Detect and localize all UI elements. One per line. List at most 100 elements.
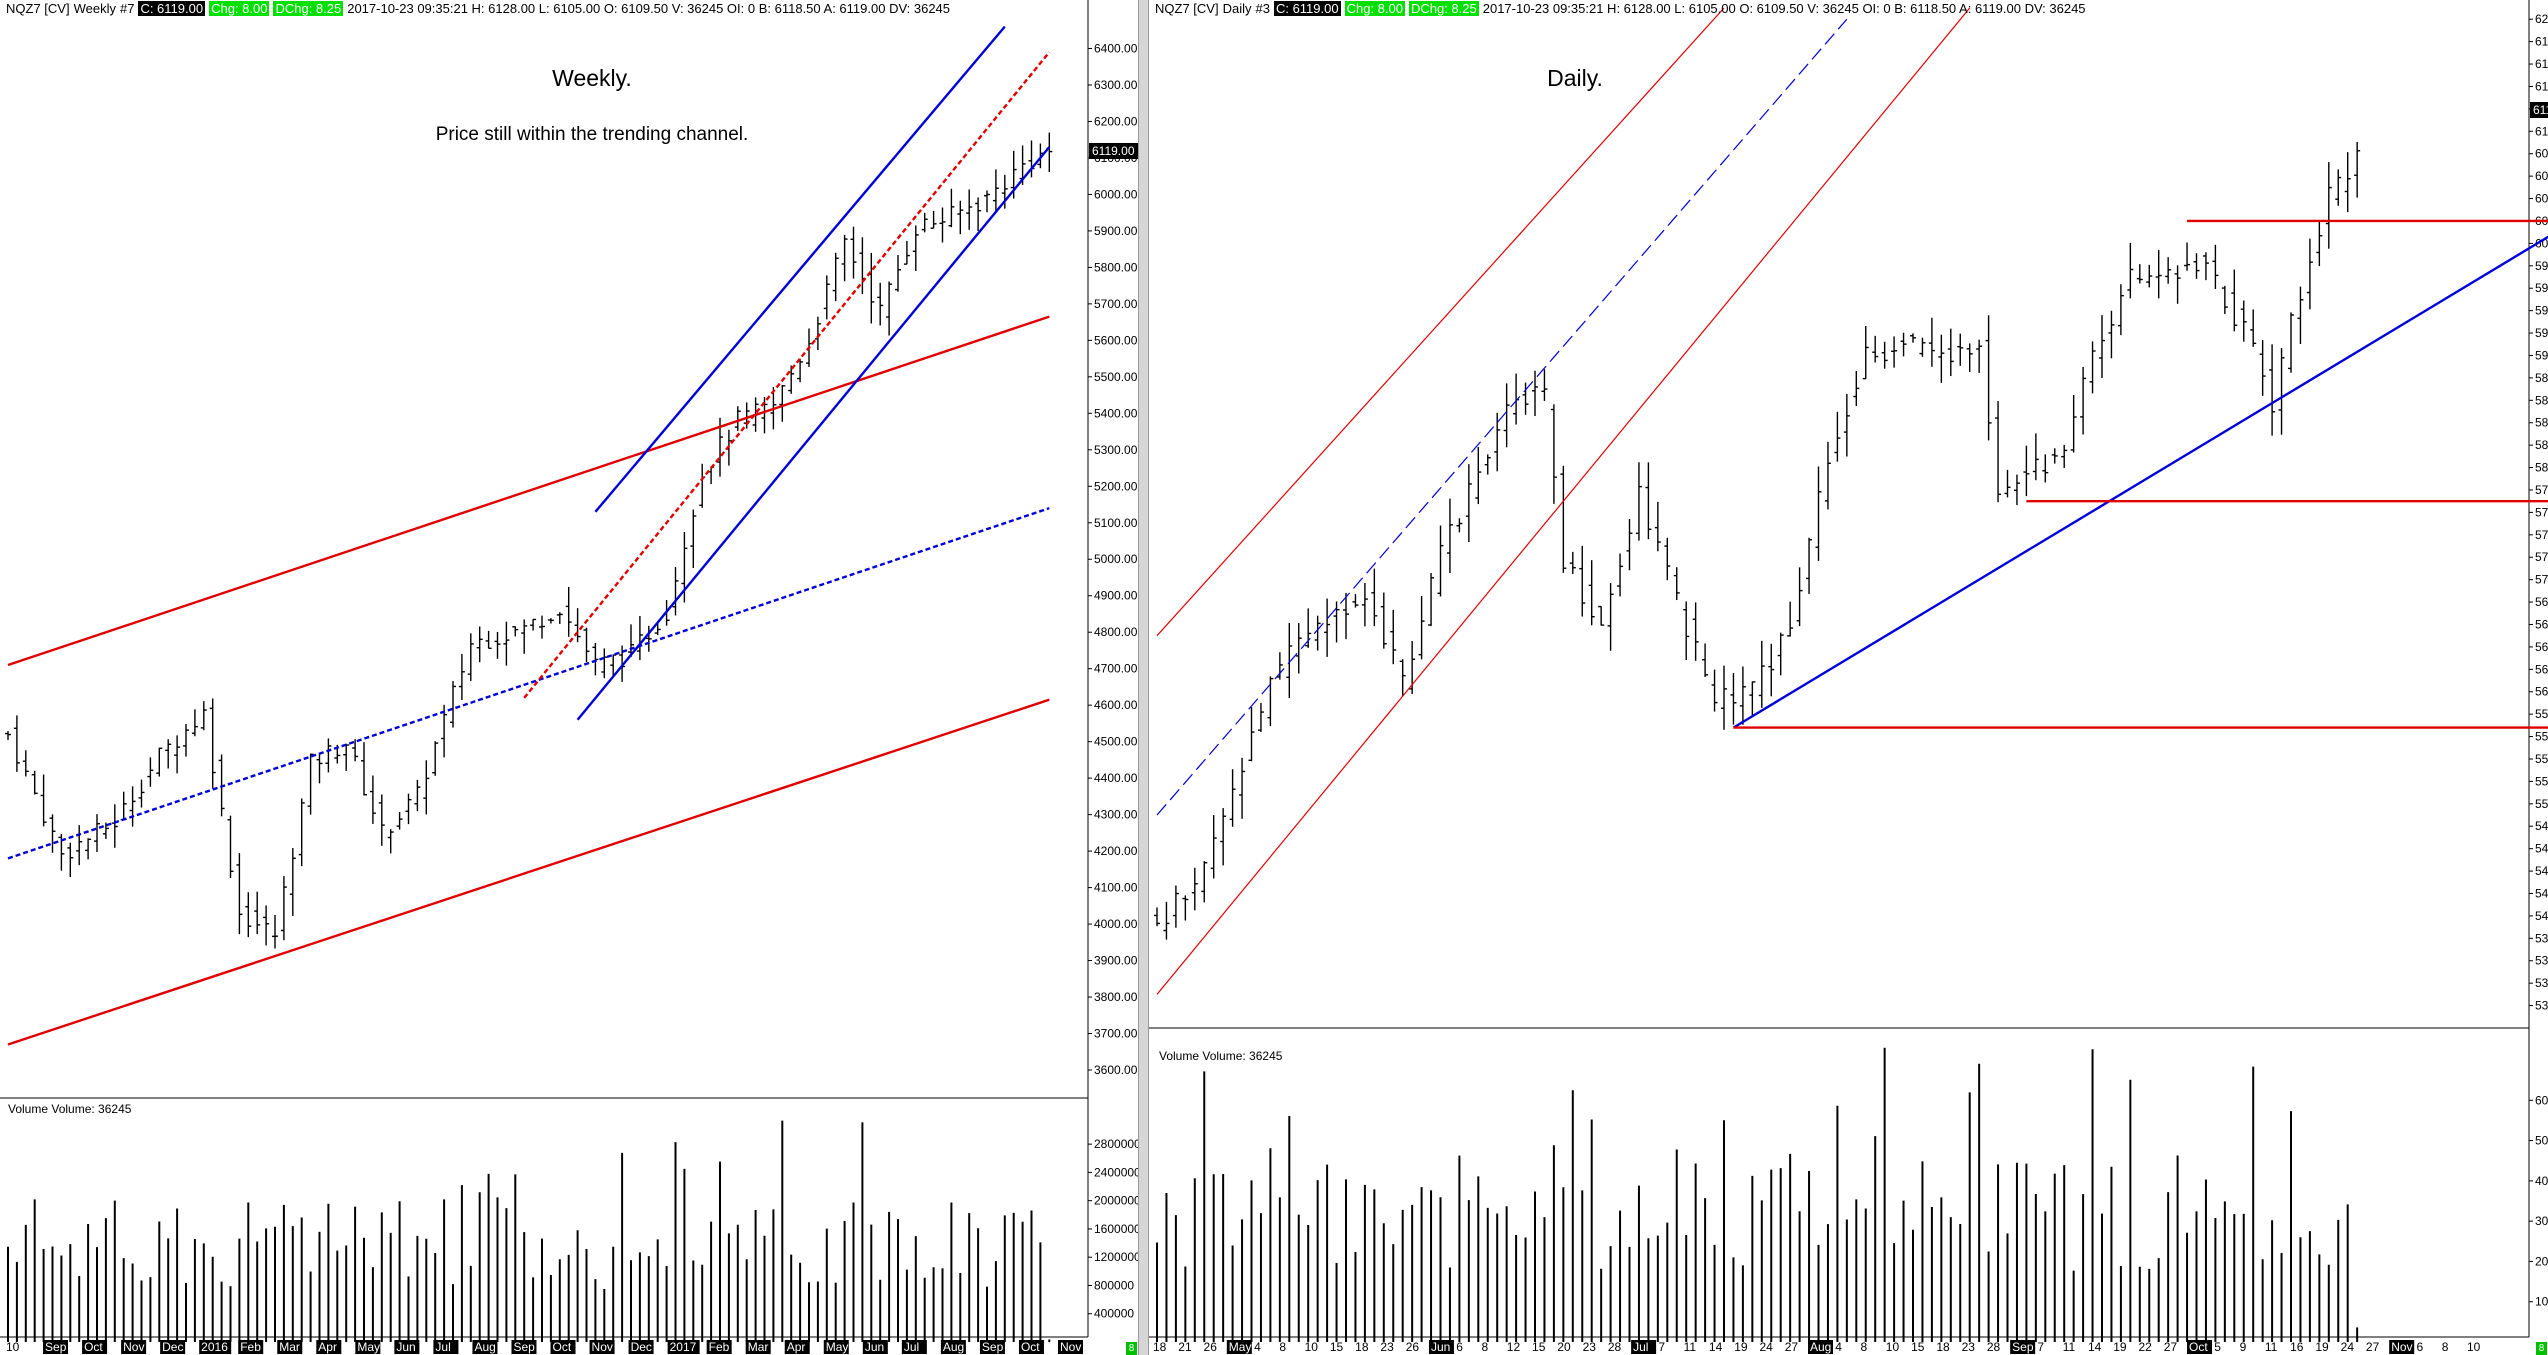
daily-axis-labels: 5320.00 5340.00 5360.00 5380.00 5400.00 5420.… bbox=[2535, 12, 2548, 1309]
daily-time-tick-label: 12 bbox=[1507, 1340, 1521, 1354]
daily-price-tick-label: 5640.00 bbox=[2535, 640, 2548, 654]
weekly-price-tick-label: 5600.00 bbox=[1094, 333, 1138, 347]
weekly-price-tick-label: 6400.00 bbox=[1094, 41, 1138, 55]
weekly-blue-trendline bbox=[576, 146, 1051, 721]
daily-time-tick-label: 22 bbox=[2139, 1340, 2153, 1354]
weekly-time-tick-bg bbox=[433, 1340, 459, 1354]
daily-price-tick-label: 6080.00 bbox=[2535, 147, 2548, 161]
weekly-time-tick-bg bbox=[511, 1340, 537, 1354]
daily-time-tick-label: 20 bbox=[1557, 1340, 1571, 1354]
daily-chg-badge: Chg: 8.00 bbox=[1344, 1, 1405, 16]
weekly-price-tick-label: 3700.00 bbox=[1094, 1027, 1138, 1041]
daily-last-price-label: 6119.00 bbox=[2533, 103, 2548, 117]
weekly-price-tick-label: 6200.00 bbox=[1094, 114, 1138, 128]
daily-price-tick-label: 5960.00 bbox=[2535, 281, 2548, 295]
daily-corner-marker[interactable]: 8 bbox=[2536, 1342, 2547, 1355]
daily-chart-svg[interactable]: 5320.00 5340.00 5360.00 5380.00 5400.00 5420.… bbox=[1149, 0, 2548, 1355]
daily-time-tick-label: 21 bbox=[1178, 1340, 1192, 1354]
weekly-volume-tick-label: 400000 bbox=[1094, 1307, 1134, 1321]
weekly-time-tick-label: Nov bbox=[1060, 1340, 1081, 1354]
weekly-time-tick-label: Sep bbox=[982, 1340, 1004, 1354]
weekly-time-tick-bg bbox=[160, 1340, 186, 1354]
weekly-time-tick-bg bbox=[784, 1340, 810, 1354]
weekly-time-tick-label: May bbox=[826, 1340, 849, 1354]
daily-price-tick-label: 5780.00 bbox=[2535, 483, 2548, 497]
daily-volume-tick-label: 300000 bbox=[2535, 1214, 2548, 1228]
weekly-time-tick-bg bbox=[277, 1340, 303, 1354]
weekly-price-tick-label: 5000.00 bbox=[1094, 552, 1138, 566]
daily-count: #3 bbox=[1255, 1, 1270, 16]
weekly-time-tick-bg bbox=[628, 1340, 654, 1354]
weekly-price-tick-label: 4500.00 bbox=[1094, 735, 1138, 749]
weekly-price-tick-label: 4100.00 bbox=[1094, 881, 1138, 895]
daily-time-tick-label: 14 bbox=[2088, 1340, 2102, 1354]
daily-time-tick-label: 8 bbox=[2442, 1340, 2449, 1354]
daily-time-tick-label: Sep bbox=[2012, 1340, 2034, 1354]
weekly-dchg-badge: DChg: 8.25 bbox=[273, 1, 344, 16]
weekly-time-tick-bg bbox=[589, 1340, 615, 1354]
weekly-time-tick-label: Jun bbox=[396, 1340, 415, 1354]
weekly-price-tick-label: 5800.00 bbox=[1094, 260, 1138, 274]
daily-time-tick-label: 5 bbox=[2214, 1340, 2221, 1354]
daily-time-tick-label: 9 bbox=[2240, 1340, 2247, 1354]
daily-time-tick-bg bbox=[2010, 1340, 2036, 1354]
weekly-price-tick-label: 4300.00 bbox=[1094, 808, 1138, 822]
weekly-time-tick-label: May bbox=[357, 1340, 380, 1354]
weekly-blue-trendline bbox=[594, 25, 1006, 513]
weekly-time-tick-label: Dec bbox=[631, 1340, 652, 1354]
daily-price-tick-label: 5700.00 bbox=[2535, 573, 2548, 587]
weekly-time-tick-bg bbox=[472, 1340, 498, 1354]
weekly-price-tick-label: 5300.00 bbox=[1094, 443, 1138, 457]
daily-volume-label: Volume Volume: 36245 bbox=[1159, 1049, 1283, 1063]
weekly-time-tick-label: Sep bbox=[45, 1340, 67, 1354]
weekly-title: Weekly. bbox=[552, 65, 632, 91]
daily-price-tick-label: 5360.00 bbox=[2535, 954, 2548, 968]
weekly-time-tick-bg bbox=[667, 1340, 700, 1354]
weekly-period: Weekly bbox=[73, 1, 116, 16]
daily-chart-pane[interactable]: 5320.00 5340.00 5360.00 5380.00 5400.00 5420.… bbox=[1149, 0, 2548, 1355]
daily-price-tick-label: 5880.00 bbox=[2535, 371, 2548, 385]
weekly-axis-labels: 3600.00 3700.00 3800.00 3900.00 4000.00 4100.… bbox=[1094, 41, 1138, 1320]
weekly-time-tick-bg bbox=[43, 1340, 69, 1354]
daily-price-tick-label: 5560.00 bbox=[2535, 730, 2548, 744]
weekly-chart-pane[interactable]: 3600.00 3700.00 3800.00 3900.00 4000.00 4100.… bbox=[0, 0, 1138, 1355]
weekly-time-tick-label: Aug bbox=[474, 1340, 495, 1354]
weekly-chart-svg[interactable]: 3600.00 3700.00 3800.00 3900.00 4000.00 4100.… bbox=[0, 0, 1138, 1355]
daily-time-tick-label: 19 bbox=[2113, 1340, 2127, 1354]
weekly-red-trendline bbox=[7, 315, 1050, 667]
daily-price-tick-label: 5580.00 bbox=[2535, 707, 2548, 721]
daily-time-tick-label: 11 bbox=[2265, 1340, 2278, 1354]
daily-time-tick-label: 26 bbox=[1204, 1340, 1218, 1354]
weekly-time-tick-label: Jul bbox=[435, 1340, 450, 1354]
weekly-time-tick-label: 10 bbox=[6, 1340, 20, 1354]
daily-time-tick-label: Nov bbox=[2391, 1340, 2412, 1354]
weekly-price-tick-label: 5900.00 bbox=[1094, 224, 1138, 238]
daily-price-tick-label: 5840.00 bbox=[2535, 416, 2548, 430]
weekly-time-tick-label: Jun bbox=[865, 1340, 884, 1354]
weekly-corner-marker[interactable]: 8 bbox=[1126, 1342, 1137, 1355]
weekly-time-tick-bg bbox=[745, 1340, 771, 1354]
weekly-time-tick-label: Jul bbox=[904, 1340, 919, 1354]
weekly-time-tick-label: Dec bbox=[162, 1340, 183, 1354]
weekly-volume-tick-label: 2000000 bbox=[1094, 1194, 1138, 1208]
daily-time-tick-label: 7 bbox=[2037, 1340, 2044, 1354]
daily-time-tick-label: 27 bbox=[2164, 1340, 2178, 1354]
weekly-volume-tick-label: 1600000 bbox=[1094, 1222, 1138, 1236]
weekly-time-tick-label: Apr bbox=[787, 1340, 806, 1354]
daily-time-tick-label: 10 bbox=[1305, 1340, 1319, 1354]
daily-price-tick-label: 5340.00 bbox=[2535, 976, 2548, 990]
daily-price-tick-label: 5460.00 bbox=[2535, 842, 2548, 856]
weekly-time-tick-bg bbox=[979, 1340, 1005, 1354]
daily-time-tick-label: 24 bbox=[2341, 1340, 2355, 1354]
daily-time-tick-label: 10 bbox=[2467, 1340, 2481, 1354]
pane-splitter[interactable] bbox=[1138, 0, 1149, 1355]
weekly-price-tick-label: 4600.00 bbox=[1094, 698, 1138, 712]
weekly-time-tick-bg bbox=[706, 1340, 732, 1354]
daily-time-tick-label: 24 bbox=[1759, 1340, 1773, 1354]
weekly-symbol: NQZ7 [CV] bbox=[6, 1, 70, 16]
daily-price-tick-label: 6100.00 bbox=[2535, 124, 2548, 138]
daily-price-tick-label: 5540.00 bbox=[2535, 752, 2548, 766]
daily-price-tick-label: 5420.00 bbox=[2535, 886, 2548, 900]
daily-time-tick-label: 19 bbox=[1734, 1340, 1748, 1354]
daily-red-trendline bbox=[1156, 7, 1971, 995]
